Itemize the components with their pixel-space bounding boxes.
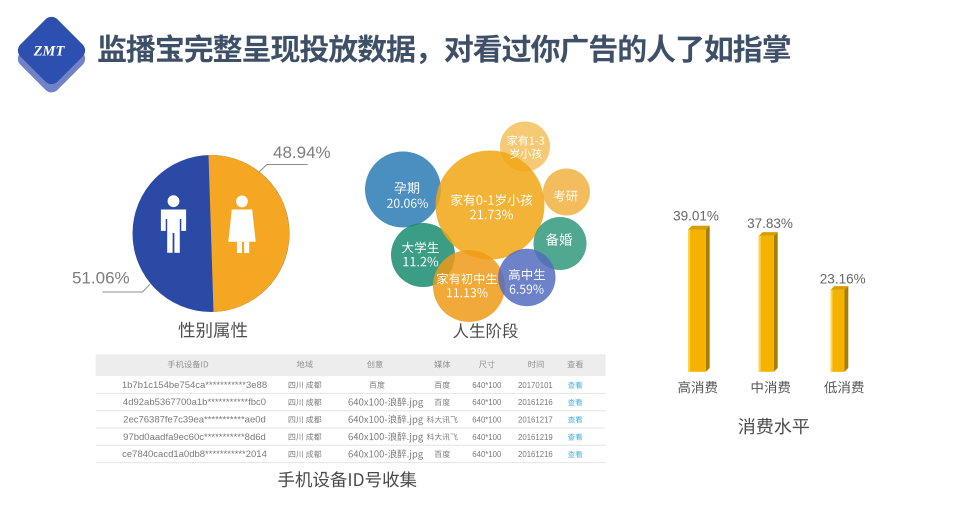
svg-text:ce7840cacd1a0db8***********201: ce7840cacd1a0db8***********2014	[122, 449, 267, 460]
svg-text:2ec76387fe7c39ea***********ae0: 2ec76387fe7c39ea***********ae0d	[123, 415, 266, 426]
svg-text:640*100: 640*100	[472, 381, 502, 390]
svg-text:51.06%: 51.06%	[72, 269, 130, 288]
svg-text:20161219: 20161219	[518, 433, 553, 442]
svg-text:48.94%: 48.94%	[273, 143, 331, 162]
svg-text:4d92ab5367700a1b***********fbc: 4d92ab5367700a1b***********fbc0	[123, 397, 266, 408]
svg-text:39.01%: 39.01%	[673, 209, 719, 224]
svg-text:23.16%: 23.16%	[820, 272, 866, 287]
svg-text:20161217: 20161217	[518, 416, 553, 425]
svg-text:640*100: 640*100	[472, 398, 502, 407]
svg-text:1b7b1c154be754ca***********3e8: 1b7b1c154be754ca***********3e88	[122, 380, 267, 391]
svg-text:97bd0aadfa9ec60c***********8d6: 97bd0aadfa9ec60c***********8d6d	[123, 432, 266, 443]
svg-text:20161216: 20161216	[518, 450, 553, 459]
svg-text:640*100: 640*100	[472, 433, 502, 442]
svg-text:640*100: 640*100	[472, 416, 502, 425]
svg-text:37.83%: 37.83%	[747, 216, 793, 231]
svg-text:640*100: 640*100	[472, 450, 502, 459]
svg-text:20161216: 20161216	[518, 398, 553, 407]
svg-text:ZMT: ZMT	[33, 44, 66, 60]
svg-text:20170101: 20170101	[518, 381, 553, 390]
